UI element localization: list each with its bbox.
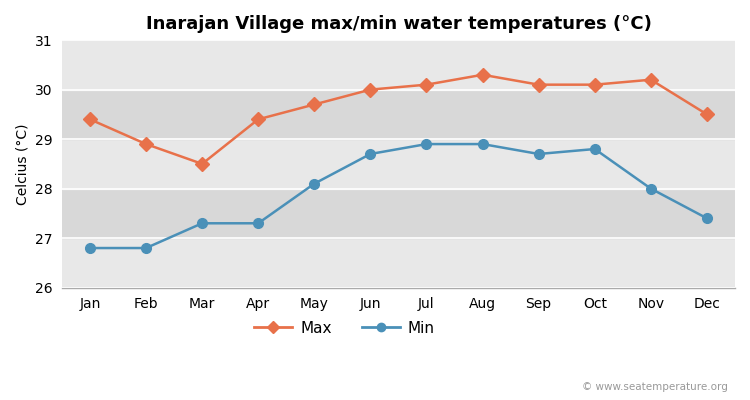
Bar — [62, 238, 735, 288]
Max — [703, 112, 712, 117]
Min — [534, 152, 543, 156]
Max — [142, 142, 151, 146]
Max — [422, 82, 431, 87]
Title: Inarajan Village max/min water temperatures (°C): Inarajan Village max/min water temperatu… — [146, 15, 652, 33]
Max — [86, 117, 94, 122]
Min — [198, 221, 207, 226]
Max — [310, 102, 319, 107]
Legend: Max, Min: Max, Min — [248, 315, 441, 342]
Max — [590, 82, 599, 87]
Min — [590, 147, 599, 152]
Max — [254, 117, 262, 122]
Max — [478, 72, 487, 77]
Bar — [62, 90, 735, 139]
Min — [646, 186, 656, 191]
Line: Min: Min — [85, 139, 712, 253]
Min — [254, 221, 262, 226]
Max — [646, 77, 656, 82]
Max — [534, 82, 543, 87]
Min — [86, 246, 94, 250]
Min — [366, 152, 375, 156]
Max — [198, 162, 207, 166]
Bar — [62, 139, 735, 189]
Bar — [62, 40, 735, 90]
Min — [310, 181, 319, 186]
Bar — [62, 189, 735, 238]
Max — [366, 87, 375, 92]
Line: Max: Max — [85, 70, 712, 169]
Text: © www.seatemperature.org: © www.seatemperature.org — [582, 382, 728, 392]
Min — [703, 216, 712, 221]
Min — [478, 142, 487, 146]
Min — [142, 246, 151, 250]
Min — [422, 142, 431, 146]
Y-axis label: Celcius (°C): Celcius (°C) — [15, 123, 29, 205]
